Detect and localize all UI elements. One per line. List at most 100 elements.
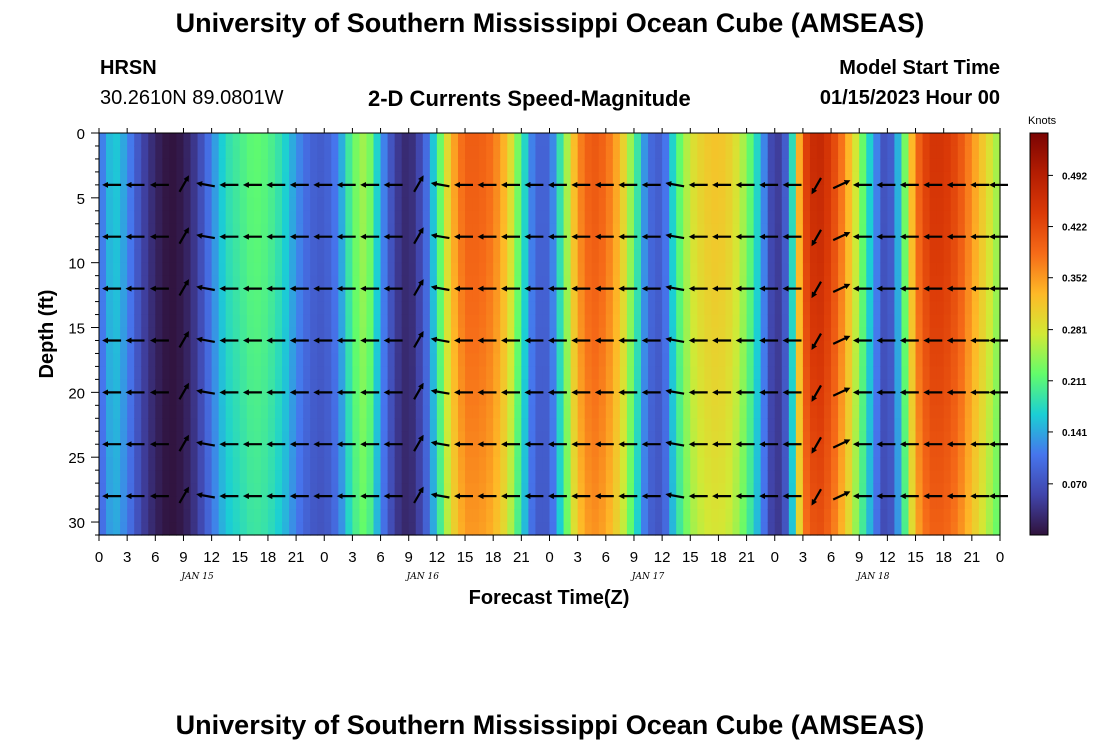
heat-cell <box>753 184 762 199</box>
heat-cell <box>633 262 642 277</box>
heat-cell <box>809 133 818 147</box>
heat-cell <box>528 366 537 380</box>
heat-cell <box>289 145 297 160</box>
heat-cell <box>528 314 537 329</box>
current-arrow <box>832 491 851 501</box>
heat-cell <box>950 509 959 523</box>
x-tick-label: 18 <box>710 549 727 566</box>
heat-cell <box>387 171 396 186</box>
heat-cell <box>753 470 762 484</box>
heat-cell <box>155 496 163 510</box>
heat-cell <box>591 275 600 290</box>
heat-cell <box>985 223 994 238</box>
heat-cell <box>824 262 832 277</box>
heat-cell <box>422 184 431 199</box>
heat-cell <box>479 509 487 523</box>
heat-cell <box>113 158 121 173</box>
heat-cell <box>767 327 776 342</box>
heat-cell <box>190 379 199 393</box>
heat-cell <box>556 457 565 471</box>
heat-cell <box>598 496 607 510</box>
heat-cell <box>528 509 537 523</box>
heat-cell <box>246 470 255 484</box>
heat-cell <box>457 236 466 251</box>
heat-cell <box>648 314 656 329</box>
heat-cell <box>746 210 755 225</box>
heat-cell <box>457 444 466 458</box>
heat-cell <box>514 145 522 160</box>
heat-cell <box>845 418 853 432</box>
heat-cell <box>880 327 888 342</box>
heat-cell <box>148 457 156 471</box>
heat-cell <box>366 171 375 186</box>
heat-cell <box>542 366 551 380</box>
heat-cell <box>838 431 846 445</box>
heat-cell <box>852 197 860 212</box>
heat-cell <box>436 223 445 238</box>
heat-cell <box>915 184 924 199</box>
current-arrow <box>430 388 450 395</box>
heat-cell <box>626 405 635 419</box>
heat-cell <box>873 431 881 445</box>
heat-cell <box>577 249 586 264</box>
heat-cell <box>465 314 473 329</box>
heat-cell <box>267 210 276 225</box>
heat-cell <box>422 444 431 458</box>
heat-cell <box>633 275 642 290</box>
heat-cell <box>169 249 178 264</box>
heat-cell <box>289 496 297 510</box>
heat-cell <box>429 158 438 173</box>
heat-cell <box>134 210 142 225</box>
heat-cell <box>626 197 635 212</box>
heat-cell <box>394 210 403 225</box>
heat-cell <box>880 314 888 329</box>
heat-cell <box>303 496 311 510</box>
heat-cell <box>845 392 853 406</box>
heat-cell <box>535 158 544 173</box>
heat-cell <box>809 314 818 329</box>
heat-cell <box>781 379 790 393</box>
heat-cell <box>556 262 565 277</box>
heat-cell <box>641 314 649 329</box>
heat-cell <box>922 509 931 523</box>
heat-cell <box>711 470 720 484</box>
heat-cell <box>570 314 579 329</box>
heat-cell <box>176 327 185 342</box>
heat-cell <box>767 340 776 355</box>
heat-cell <box>641 353 649 368</box>
heat-cell <box>605 314 614 329</box>
heat-cell <box>310 262 318 277</box>
heat-cell <box>739 249 748 264</box>
heat-cell <box>866 301 874 316</box>
heat-cell <box>450 288 459 303</box>
heat-cell <box>155 353 163 368</box>
heat-cell <box>528 522 537 536</box>
heat-cell <box>331 133 339 147</box>
heat-cell <box>465 236 473 251</box>
heat-cell <box>992 509 1001 523</box>
heat-cell <box>852 496 860 510</box>
heat-cell <box>260 379 269 393</box>
heat-cell <box>246 392 255 406</box>
heat-cell <box>943 405 952 419</box>
heat-cell <box>880 366 888 380</box>
heat-cell <box>394 483 403 497</box>
heat-cell <box>697 522 705 536</box>
x-tick-label: 9 <box>405 549 413 566</box>
heat-cell <box>148 431 156 445</box>
heat-cell <box>317 522 325 536</box>
heat-cell <box>106 405 114 419</box>
heat-cell <box>162 327 170 342</box>
heat-cell <box>324 236 332 251</box>
heat-cell <box>852 470 860 484</box>
heat-cell <box>577 184 586 199</box>
heat-cell <box>472 340 480 355</box>
heat-cell <box>683 496 691 510</box>
heat-cell <box>155 133 163 147</box>
heat-cell <box>267 327 276 342</box>
heat-cell <box>838 327 846 342</box>
heat-cell <box>570 483 579 497</box>
heat-cell <box>718 275 727 290</box>
heat-cell <box>479 366 487 380</box>
heat-cell <box>331 353 339 368</box>
